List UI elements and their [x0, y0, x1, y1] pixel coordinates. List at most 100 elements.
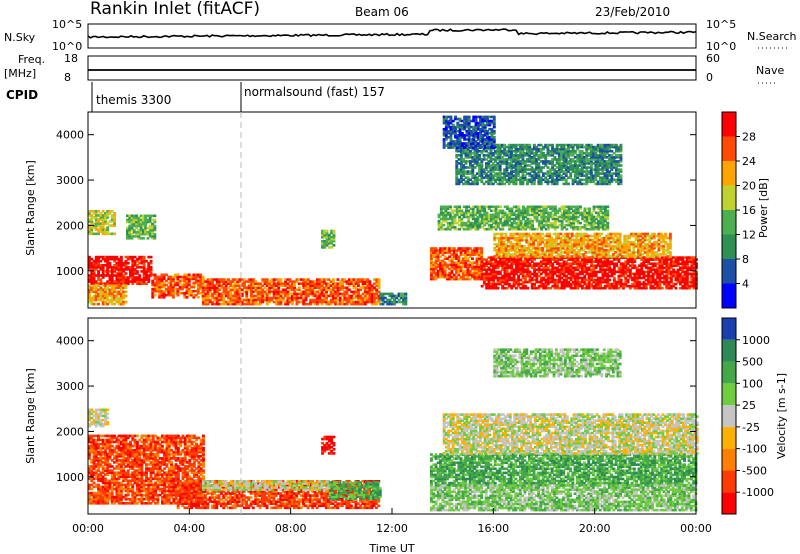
data-cell [443, 273, 447, 277]
data-cell [628, 274, 632, 278]
data-cell [117, 284, 121, 287]
data-cell [92, 298, 96, 302]
data-cell [122, 270, 126, 273]
data-cell [530, 266, 534, 270]
data-cell [302, 280, 306, 283]
data-cell [138, 266, 142, 269]
data-cell [366, 298, 370, 302]
data-cell [656, 280, 660, 284]
data-cell [97, 292, 100, 296]
data-cell [533, 270, 536, 274]
data-cell [137, 222, 141, 226]
data-cell [393, 294, 396, 298]
data-cell [304, 292, 308, 296]
data-cell [94, 288, 98, 292]
data-cell [660, 276, 664, 280]
data-cell [567, 268, 571, 272]
data-cell [468, 277, 472, 281]
data-cell [110, 216, 114, 219]
data-cell [297, 292, 301, 296]
data-cell [108, 294, 112, 298]
data-cell [323, 239, 327, 243]
data-cell [354, 296, 358, 300]
data-cell [343, 292, 347, 296]
freq-panel: Freq. [MHz] 18 8 60 0 Nave [4, 52, 784, 84]
data-cell [129, 276, 132, 279]
data-cell [489, 272, 493, 276]
data-cell [485, 264, 489, 267]
data-cell [521, 260, 525, 263]
data-cell [106, 214, 110, 217]
data-cell [482, 262, 486, 265]
data-cell [653, 262, 657, 265]
data-cell [160, 279, 164, 283]
data-cell [665, 278, 669, 282]
data-cell [480, 253, 484, 256]
data-cell [375, 280, 379, 283]
data-cell [224, 292, 228, 296]
data-cell [208, 288, 212, 292]
data-cell [357, 278, 360, 281]
data-cell [325, 244, 329, 247]
data-cell [443, 275, 447, 279]
data-cell [537, 266, 541, 270]
data-cell [104, 218, 107, 221]
data-cell [101, 298, 105, 302]
data-cell [204, 292, 208, 296]
data-cell [247, 278, 251, 281]
data-cell [148, 224, 152, 228]
data-cell [318, 280, 322, 283]
data-cell [574, 282, 577, 286]
data-cell [583, 270, 587, 274]
data-cell [601, 262, 605, 265]
data-cell [452, 263, 456, 267]
data-cell [457, 277, 461, 281]
data-cell [651, 258, 655, 261]
data-cell [104, 259, 107, 263]
data-cell [519, 260, 523, 263]
data-cell [304, 296, 308, 300]
data-cell [434, 255, 438, 258]
data-cell [311, 294, 315, 298]
data-cell [128, 235, 132, 238]
data-cell [88, 226, 91, 229]
data-cell [555, 278, 559, 282]
data-cell [222, 298, 226, 302]
data-cell [347, 278, 351, 281]
data-cell [142, 264, 146, 267]
data-cell [104, 302, 107, 306]
data-cell [178, 287, 182, 291]
data-cell [359, 296, 363, 300]
data-cell [503, 262, 507, 265]
data-cell [284, 280, 287, 283]
data-cell [610, 270, 614, 274]
data-cell [658, 282, 662, 286]
data-cell [622, 264, 625, 267]
data-cell [284, 288, 287, 292]
data-cell [503, 268, 507, 272]
data-cell [336, 292, 340, 296]
data-cell [304, 282, 308, 285]
data-cell [304, 286, 308, 289]
data-cell [181, 285, 184, 289]
data-cell [581, 286, 584, 290]
data-cell [167, 287, 171, 291]
data-cell [104, 214, 107, 217]
data-cell [261, 294, 265, 298]
data-cell [452, 247, 456, 250]
data-cell [441, 249, 445, 252]
data-cell [524, 262, 527, 265]
data-cell [663, 270, 666, 274]
data-cell [471, 273, 474, 277]
data-cell [477, 267, 481, 271]
data-cell [181, 279, 184, 283]
data-cell [265, 288, 269, 292]
data-cell [651, 264, 655, 267]
data-cell [549, 270, 552, 274]
data-cell [439, 267, 442, 271]
data-cell [145, 259, 148, 263]
data-cell [243, 280, 246, 283]
data-cell [635, 268, 639, 272]
data-cell [113, 274, 116, 277]
data-cell [97, 220, 100, 223]
